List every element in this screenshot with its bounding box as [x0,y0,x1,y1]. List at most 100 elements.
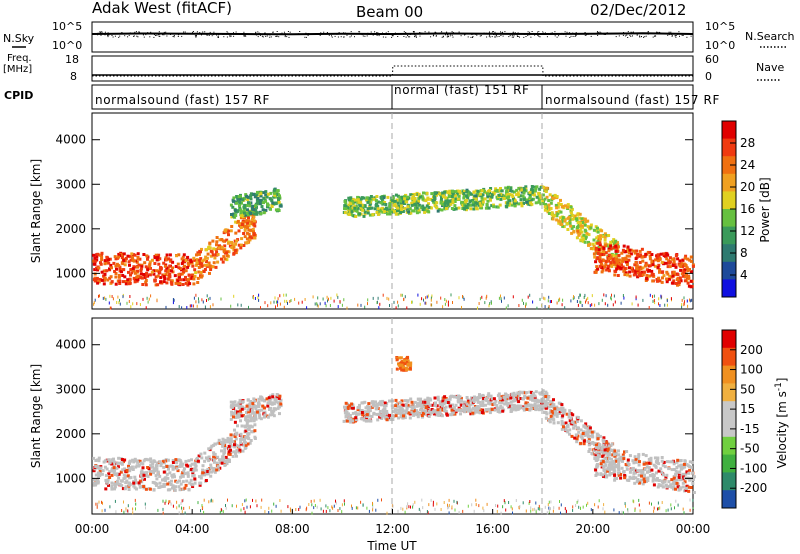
range-cell [113,487,116,491]
range-cell [240,407,244,411]
noise-cell [198,297,199,301]
nsky-point [276,35,278,37]
noise-cell [660,294,662,298]
noise-cell [192,304,194,308]
range-cell [241,443,245,447]
noise-cell [518,304,520,307]
range-cell [692,475,696,479]
nsky-point [392,35,394,37]
range-cell [127,488,131,491]
range-cell [93,256,97,260]
range-cell [581,239,585,243]
range-cell [687,275,691,279]
nsky-point [233,32,234,34]
range-cell [667,480,671,484]
range-cell [396,212,400,216]
range-cell [360,411,364,414]
nsky-point [107,32,109,34]
nsky-point [233,35,235,37]
range-cell [151,465,154,469]
range-cell [343,411,347,415]
range-cell [633,251,637,255]
nsky-point [352,33,354,35]
range-cell [613,478,617,482]
range-cell [133,280,137,284]
range-cell [479,395,483,399]
range-cell [202,270,206,273]
range-cell [161,460,165,464]
range-cell [541,202,545,206]
range-cell [531,407,535,410]
range-cell [490,397,494,401]
nsky-point [372,34,374,36]
range-cell [472,207,476,211]
range-cell [141,283,145,286]
range-cell [418,402,422,405]
range-cell [638,271,642,275]
range-cell [398,209,401,213]
range-cell [528,390,532,394]
range-cell [95,266,98,270]
range-cell [247,232,251,236]
range-cell [522,390,526,394]
range-cell [641,470,645,474]
range-cell [441,191,445,195]
nsky-point [208,35,210,36]
range-cell [249,439,253,442]
range-cell [407,411,411,415]
range-cell [244,418,248,422]
range-cell [246,408,250,412]
range-cell [353,205,357,209]
nsky-point [569,33,571,35]
range-cell [576,221,580,225]
range-cell [539,186,543,189]
range-cell [400,200,404,204]
range-cell [602,252,606,256]
range-cell [598,443,602,447]
range-cell [665,257,669,261]
range-cell [177,485,181,489]
range-cell [544,207,548,211]
range-cell [196,459,200,463]
range-cell [620,263,623,267]
range-cell [170,479,173,483]
range-cell [530,390,533,394]
range-cell [246,195,250,199]
nsky-point [631,32,633,34]
nsky-point [500,33,502,35]
range-cell [616,260,619,264]
range-cell [600,263,604,267]
range-cell [367,409,371,413]
noise-cell [306,306,308,310]
range-cell [401,408,404,412]
colorbar-swatch [722,226,736,245]
range-cell [268,402,272,406]
nsky-point [641,32,643,34]
noise-cell [112,297,114,301]
nsky-point [195,36,197,38]
range-cell [170,282,174,285]
range-cell [273,202,277,205]
nsky-point [472,36,474,37]
noise-cell [649,293,651,297]
range-cell [529,397,533,401]
range-cell [142,459,146,463]
range-cell [139,276,143,280]
range-cell [213,456,217,460]
range-cell [636,457,640,460]
noise-cell [691,298,693,302]
noise-cell [658,302,659,306]
range-cell [192,282,196,286]
range-cell [579,419,583,423]
nsky-point [307,33,309,35]
range-cell [636,252,640,256]
range-cell [118,282,122,285]
nsky-point [407,36,409,38]
range-cell [165,281,169,285]
ytick-label: 3000 [55,177,86,191]
noise-cell [298,301,300,305]
range-cell [237,450,241,454]
range-cell [413,196,417,200]
range-cell [152,471,155,475]
range-cell [495,195,499,199]
